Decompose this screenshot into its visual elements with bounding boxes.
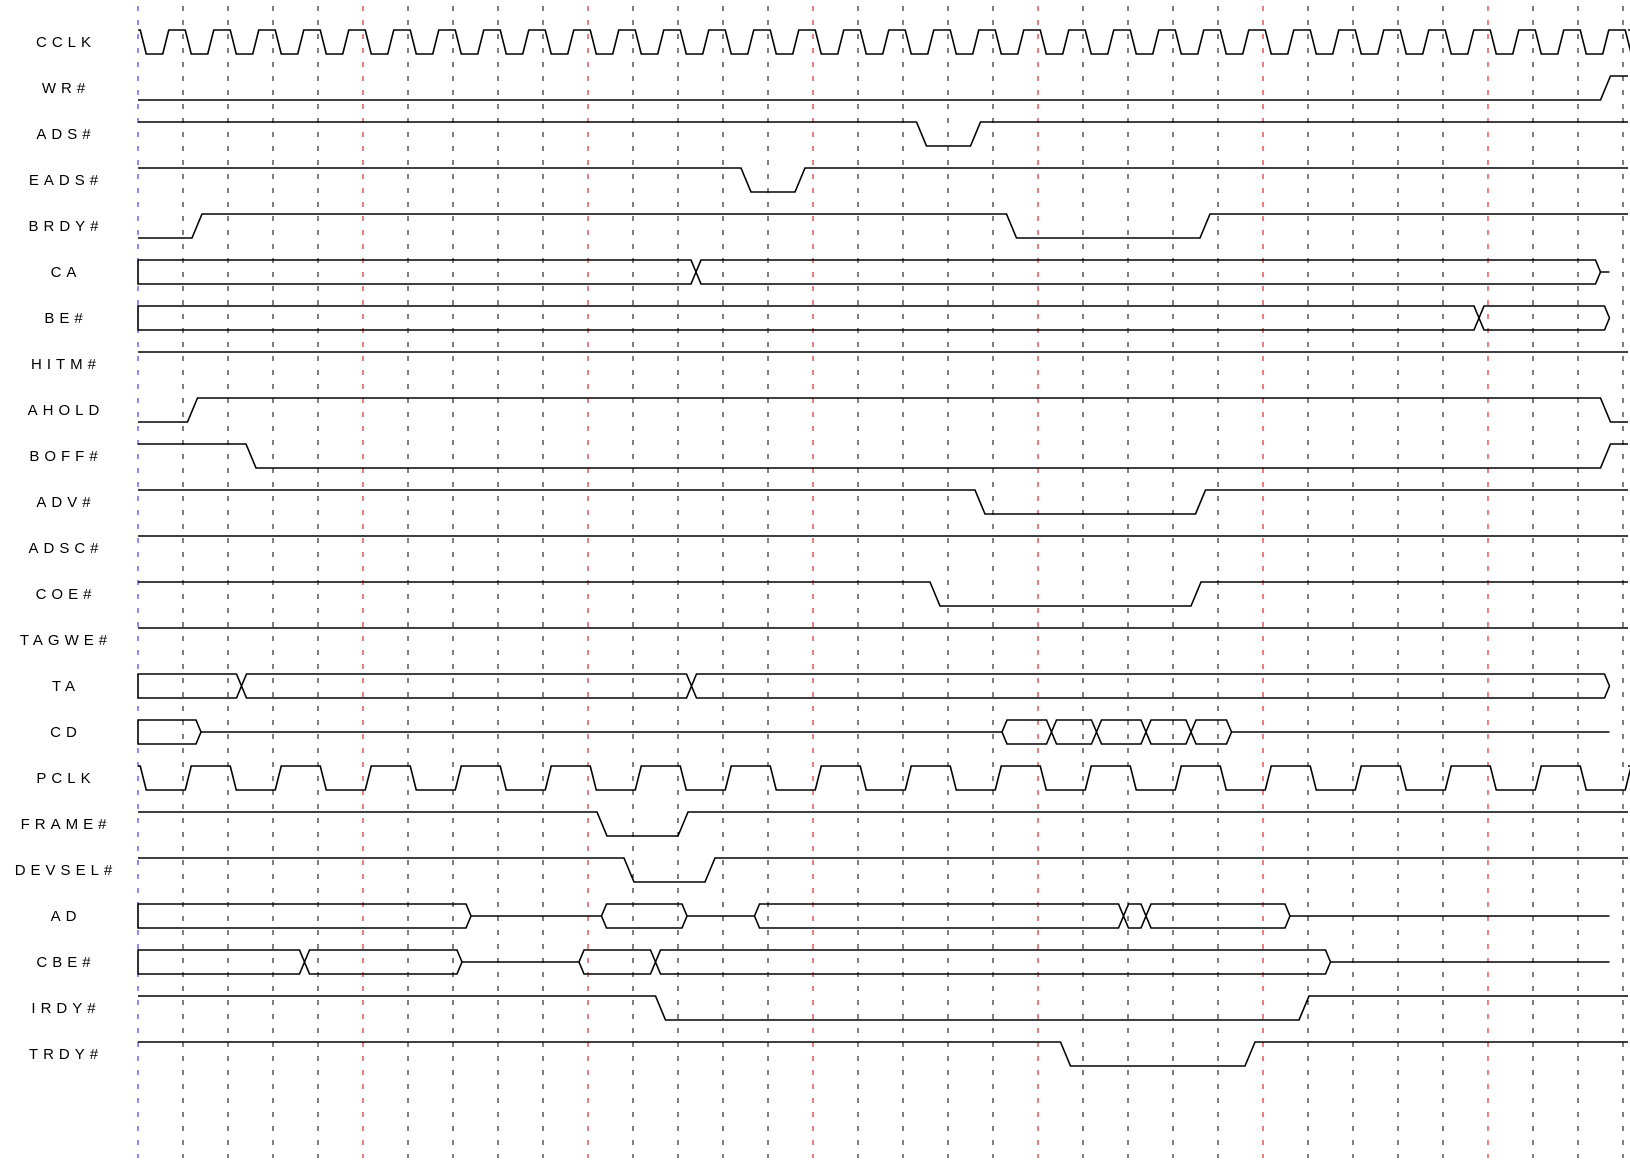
waveforms (137, 29, 1630, 1067)
signal-label: ADV# (36, 494, 95, 511)
signal-label: HITM# (31, 356, 101, 373)
waveform-ahold (138, 397, 1628, 423)
signal-label: ADS# (36, 126, 95, 143)
signal-labels: CCLK WR# ADS# EADS# BRDY# CA BE# HITM# AHOLD BOFF… (15, 34, 118, 1063)
signal-label: COE# (36, 586, 97, 603)
waveform-pclk (138, 765, 1630, 791)
signal-label: CA (51, 264, 82, 281)
waveform-adv-n (138, 489, 1628, 515)
signal-label: BRDY# (28, 218, 103, 235)
waveform-wr-n (138, 75, 1628, 101)
waveform-boff-n (138, 443, 1628, 469)
waveform-cd (137, 719, 1610, 745)
waveform-ad (137, 903, 1610, 929)
waveform-devsel-n (138, 857, 1628, 883)
signal-label: ADSC# (28, 540, 103, 557)
signal-label: CBE# (36, 954, 95, 971)
signal-label: CCLK (36, 34, 96, 51)
waveform-ads-n (138, 121, 1628, 147)
waveform-ta (137, 673, 1611, 699)
waveform-cclk (138, 29, 1630, 55)
waveform-eads-n (138, 167, 1628, 193)
signal-label: DEVSEL# (15, 862, 118, 879)
waveform-brdy-n (138, 213, 1628, 239)
signal-label: CD (50, 724, 82, 741)
signal-label: BOFF# (29, 448, 102, 465)
signal-label: AD (51, 908, 82, 925)
waveform-cbe-n (137, 949, 1610, 975)
signal-label: AHOLD (28, 402, 105, 419)
waveform-frame-n (138, 811, 1628, 837)
signal-label: FRAME# (21, 816, 112, 833)
signal-label: TAGWE# (20, 632, 112, 649)
signal-label: TA (52, 678, 80, 695)
signal-label: PCLK (36, 770, 95, 787)
signal-label: TRDY# (29, 1046, 103, 1063)
signal-label: IRDY# (31, 1000, 100, 1017)
signal-label: WR# (42, 80, 90, 97)
waveform-irdy-n (138, 995, 1628, 1021)
waveform-ca (137, 259, 1610, 285)
waveform-trdy-n (138, 1041, 1628, 1067)
signal-label: BE# (44, 310, 87, 327)
signal-label: EADS# (29, 172, 103, 189)
waveform-coe-n (138, 581, 1628, 607)
waveform-be-n (137, 305, 1611, 331)
